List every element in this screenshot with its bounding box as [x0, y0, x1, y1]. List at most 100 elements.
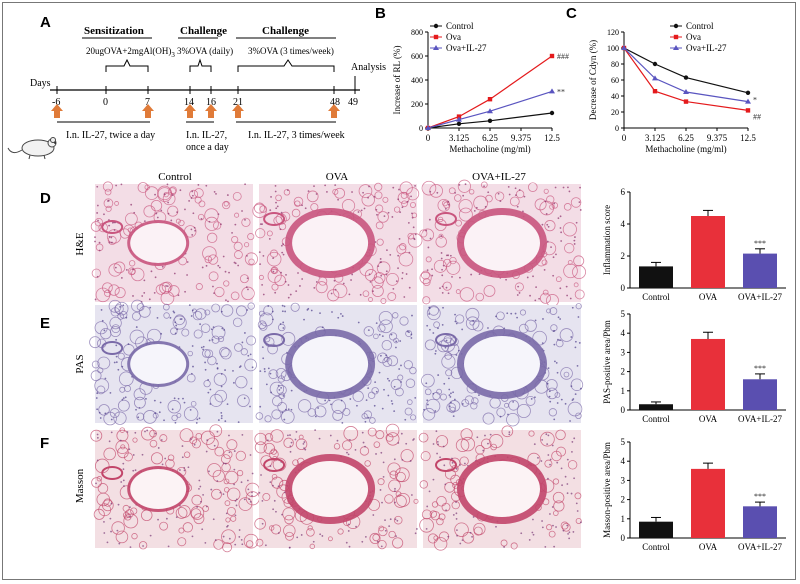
cell-nucleus	[441, 274, 444, 277]
y-tick-label: 2	[621, 367, 626, 377]
cell-nucleus	[282, 327, 285, 329]
cell-nucleus	[472, 319, 475, 322]
alveolus	[561, 522, 571, 532]
chart-d: 0 2 4 6 Inflammation score Control OVA ### OVA+I…	[602, 187, 786, 302]
bar	[691, 468, 725, 538]
cell-nucleus	[445, 339, 448, 342]
alveolus	[235, 450, 246, 462]
cell-nucleus	[191, 194, 194, 197]
cell-nucleus	[547, 477, 549, 480]
alveolus	[283, 524, 296, 537]
cell-nucleus	[295, 290, 298, 293]
legend-label: Ova	[686, 32, 701, 42]
data-point	[621, 45, 627, 50]
series-line	[623, 47, 749, 103]
cell-nucleus	[127, 343, 130, 345]
cell-nucleus	[212, 518, 215, 521]
cell-nucleus	[171, 408, 174, 411]
alveolus	[398, 251, 414, 267]
alveolus	[241, 217, 251, 227]
alveolus	[516, 404, 531, 419]
cell-nucleus	[357, 211, 360, 213]
cell-nucleus	[125, 316, 128, 319]
cell-nucleus	[286, 189, 289, 192]
cell-nucleus	[190, 315, 193, 317]
legend-marker	[673, 45, 679, 50]
legend-label: Control	[446, 21, 474, 31]
alveolus	[573, 255, 585, 267]
cell-nucleus	[497, 192, 500, 195]
cell-nucleus	[392, 287, 395, 290]
alveolus	[388, 332, 398, 341]
cell-nucleus	[411, 314, 413, 317]
cell-nucleus	[210, 328, 213, 331]
cell-nucleus	[117, 503, 120, 506]
alveolus	[94, 378, 110, 394]
cell-nucleus	[233, 261, 236, 264]
cell-nucleus	[574, 340, 577, 343]
cell-nucleus	[482, 449, 485, 452]
alveolus	[387, 462, 401, 476]
cell-nucleus	[414, 396, 417, 399]
cell-nucleus	[426, 269, 429, 272]
cell-nucleus	[169, 316, 172, 319]
alveolus	[193, 188, 204, 198]
cell-nucleus	[319, 533, 322, 536]
alveolus	[468, 189, 475, 195]
airway-lumen	[464, 461, 540, 517]
y-tick-label: 600	[411, 52, 423, 61]
cell-nucleus	[535, 286, 537, 289]
cell-nucleus	[553, 545, 556, 548]
alveolus	[424, 339, 436, 351]
cell-nucleus	[215, 192, 217, 195]
cell-nucleus	[103, 329, 106, 332]
cell-nucleus	[435, 430, 438, 433]
cell-nucleus	[454, 320, 457, 323]
cell-nucleus	[516, 205, 519, 208]
alveolus	[284, 514, 294, 525]
data-point	[487, 118, 493, 124]
alveolus	[91, 268, 101, 278]
alveolus	[421, 373, 435, 388]
cell-nucleus	[532, 533, 535, 536]
alveolus	[114, 304, 124, 314]
alveolus	[401, 200, 408, 208]
cell-nucleus	[440, 257, 443, 260]
cell-nucleus	[182, 397, 184, 400]
panel-label-f: F	[40, 435, 50, 452]
alveolus	[419, 517, 434, 533]
cell-nucleus	[225, 512, 228, 515]
alveolus	[465, 316, 480, 330]
cell-nucleus	[281, 251, 284, 254]
cell-nucleus	[541, 520, 543, 522]
cell-nucleus	[530, 397, 533, 400]
cell-nucleus	[578, 342, 581, 344]
cell-nucleus	[173, 272, 176, 275]
cell-nucleus	[283, 305, 286, 308]
alveolus	[385, 433, 394, 442]
alveolus	[270, 429, 284, 443]
alveolus	[541, 259, 548, 266]
cell-nucleus	[508, 433, 511, 436]
alveolus	[392, 312, 399, 319]
alveolus	[103, 289, 112, 297]
cell-nucleus	[508, 431, 511, 434]
cell-nucleus	[428, 313, 431, 315]
cell-nucleus	[269, 481, 272, 484]
cell-nucleus	[217, 213, 220, 216]
cell-nucleus	[574, 393, 577, 396]
cell-nucleus	[209, 403, 212, 405]
cell-nucleus	[264, 370, 266, 373]
alveolus	[399, 181, 413, 195]
cell-nucleus	[355, 525, 357, 528]
alveolus	[189, 436, 198, 445]
cell-nucleus	[206, 439, 209, 441]
alveolus	[469, 320, 475, 326]
cell-nucleus	[222, 462, 225, 465]
cell-nucleus	[567, 532, 569, 535]
alveolus	[438, 233, 444, 239]
cell-nucleus	[346, 451, 348, 454]
cell-nucleus	[367, 416, 370, 419]
alveolus	[358, 184, 373, 198]
cell-nucleus	[275, 510, 277, 513]
